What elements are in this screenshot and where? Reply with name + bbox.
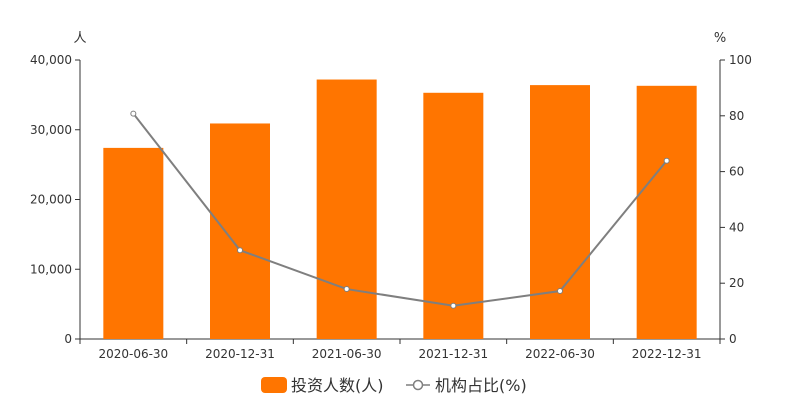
left-tick-label: 10,000 [30,262,72,276]
bar[interactable] [530,85,590,339]
line-point[interactable] [237,247,243,254]
line-point[interactable] [343,286,350,293]
x-tick-label: 2020-12-31 [205,347,275,361]
right-tick-label: 100 [729,53,752,67]
line-path [132,112,668,307]
left-tick-label: 40,000 [30,53,72,67]
bar[interactable] [316,79,377,339]
right-axis-ticks: 0 20 40 60 80 100 [720,53,752,346]
line-series [130,110,670,309]
right-tick-label: 60 [729,165,744,179]
x-tick-label: 2021-12-31 [418,347,488,361]
right-tick-label: 20 [729,276,744,290]
bar[interactable] [103,147,164,339]
legend[interactable]: 投资人数(人) 机构占比(%) [261,376,527,395]
x-tick-label: 2022-06-30 [525,347,595,361]
line-point[interactable] [663,157,670,164]
line-point[interactable] [130,110,137,117]
left-axis-unit: 人 [73,31,86,46]
bar[interactable] [423,92,484,339]
line-point[interactable] [450,302,457,309]
legend-bar-label: 投资人数(人) [291,376,384,395]
bar[interactable] [636,85,697,340]
legend-line-marker [412,379,424,391]
x-tick-label: 2022-12-31 [632,347,702,361]
bar-series [103,79,697,340]
x-tick-label: 2021-06-30 [312,347,382,361]
left-tick-label: 20,000 [30,193,72,207]
legend-line-label: 机构占比(%) [435,376,527,395]
right-axis-unit: % [714,31,726,46]
right-tick-label: 80 [729,109,744,123]
line-point[interactable] [557,288,563,295]
right-tick-label: 0 [729,332,737,346]
left-axis-ticks: 0 10,000 20,000 30,000 40,000 [30,53,80,346]
right-tick-label: 40 [729,220,744,234]
x-tick-label: 2020-06-30 [98,347,168,361]
left-tick-label: 0 [64,332,72,346]
legend-bar-swatch [261,377,287,393]
left-tick-label: 30,000 [30,123,72,137]
x-axis-ticks: 2020-06-30 2020-12-31 2021-06-30 2021-12-31… [79,339,721,361]
bar[interactable] [210,123,270,339]
